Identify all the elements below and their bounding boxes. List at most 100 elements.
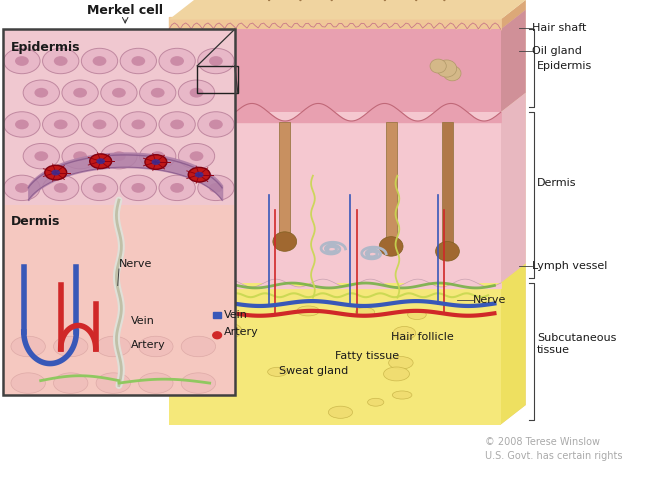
Ellipse shape — [202, 285, 226, 299]
Ellipse shape — [437, 60, 457, 77]
Ellipse shape — [190, 151, 203, 161]
Bar — [3, 29, 235, 395]
Ellipse shape — [54, 120, 68, 129]
Ellipse shape — [11, 373, 46, 393]
Polygon shape — [169, 20, 500, 29]
Ellipse shape — [214, 354, 232, 368]
Bar — [442, 122, 453, 259]
Ellipse shape — [393, 391, 412, 399]
Ellipse shape — [23, 143, 59, 169]
Ellipse shape — [120, 175, 157, 201]
Ellipse shape — [268, 367, 287, 376]
Ellipse shape — [389, 357, 413, 369]
Ellipse shape — [96, 336, 131, 357]
Bar — [279, 122, 291, 249]
Bar — [197, 66, 238, 93]
Text: Subcutaneous
tissue: Subcutaneous tissue — [537, 333, 616, 355]
Ellipse shape — [138, 373, 173, 393]
Ellipse shape — [209, 56, 223, 66]
Ellipse shape — [81, 175, 118, 201]
Ellipse shape — [170, 120, 184, 129]
Ellipse shape — [328, 406, 352, 418]
Ellipse shape — [170, 56, 184, 66]
Text: Dermis: Dermis — [537, 178, 577, 188]
Ellipse shape — [101, 143, 137, 169]
Bar — [213, 312, 221, 318]
Ellipse shape — [159, 48, 195, 74]
Ellipse shape — [178, 143, 215, 169]
Ellipse shape — [198, 48, 234, 74]
Ellipse shape — [151, 159, 161, 165]
Text: © 2008 Terese Winslow
U.S. Govt. has certain rights: © 2008 Terese Winslow U.S. Govt. has cer… — [485, 437, 623, 461]
Text: Dermis: Dermis — [10, 215, 60, 228]
Ellipse shape — [96, 158, 105, 164]
Ellipse shape — [42, 48, 79, 74]
Ellipse shape — [218, 324, 242, 338]
Ellipse shape — [140, 143, 176, 169]
Ellipse shape — [120, 48, 157, 74]
Polygon shape — [3, 29, 235, 395]
Polygon shape — [169, 283, 500, 425]
Text: Lymph vessel: Lymph vessel — [532, 261, 607, 271]
Ellipse shape — [178, 80, 215, 105]
Ellipse shape — [181, 336, 216, 357]
Ellipse shape — [90, 154, 112, 168]
Ellipse shape — [170, 183, 184, 193]
Ellipse shape — [53, 373, 88, 393]
Ellipse shape — [101, 80, 137, 105]
Ellipse shape — [430, 59, 447, 73]
Polygon shape — [500, 0, 526, 425]
Ellipse shape — [45, 165, 67, 180]
Ellipse shape — [209, 183, 223, 193]
Text: Merkel cell: Merkel cell — [87, 4, 163, 17]
Ellipse shape — [367, 398, 384, 406]
Ellipse shape — [96, 373, 131, 393]
Ellipse shape — [209, 120, 223, 129]
Ellipse shape — [42, 175, 79, 201]
Ellipse shape — [62, 80, 98, 105]
Bar — [385, 122, 396, 254]
Ellipse shape — [34, 151, 48, 161]
Ellipse shape — [140, 80, 176, 105]
Polygon shape — [500, 10, 526, 112]
Text: Epidermis: Epidermis — [10, 41, 80, 55]
Ellipse shape — [198, 175, 234, 201]
Ellipse shape — [188, 167, 210, 182]
Ellipse shape — [159, 112, 195, 137]
Ellipse shape — [443, 66, 461, 81]
Ellipse shape — [42, 112, 79, 137]
Ellipse shape — [73, 88, 87, 98]
Bar — [220, 318, 228, 324]
Ellipse shape — [11, 336, 46, 357]
Ellipse shape — [356, 307, 374, 317]
Ellipse shape — [408, 310, 426, 320]
Polygon shape — [3, 205, 235, 395]
Ellipse shape — [131, 120, 145, 129]
Polygon shape — [500, 93, 526, 283]
Ellipse shape — [151, 151, 164, 161]
Text: Nerve: Nerve — [473, 295, 506, 305]
Ellipse shape — [53, 336, 88, 357]
Polygon shape — [169, 112, 500, 283]
Ellipse shape — [379, 237, 403, 256]
Ellipse shape — [92, 120, 107, 129]
Ellipse shape — [15, 183, 29, 193]
Text: Sweat gland: Sweat gland — [278, 366, 348, 376]
Polygon shape — [500, 264, 526, 425]
Text: Epidermis: Epidermis — [537, 61, 592, 71]
Ellipse shape — [4, 48, 40, 74]
Ellipse shape — [62, 143, 98, 169]
Polygon shape — [169, 0, 526, 20]
Ellipse shape — [81, 48, 118, 74]
Polygon shape — [500, 0, 526, 29]
Ellipse shape — [15, 56, 29, 66]
Ellipse shape — [54, 56, 68, 66]
Ellipse shape — [195, 172, 203, 178]
Polygon shape — [169, 29, 500, 112]
Text: Artery: Artery — [131, 340, 165, 350]
Ellipse shape — [112, 151, 126, 161]
Ellipse shape — [436, 242, 460, 261]
Ellipse shape — [190, 88, 203, 98]
Ellipse shape — [131, 56, 145, 66]
Ellipse shape — [215, 352, 232, 364]
